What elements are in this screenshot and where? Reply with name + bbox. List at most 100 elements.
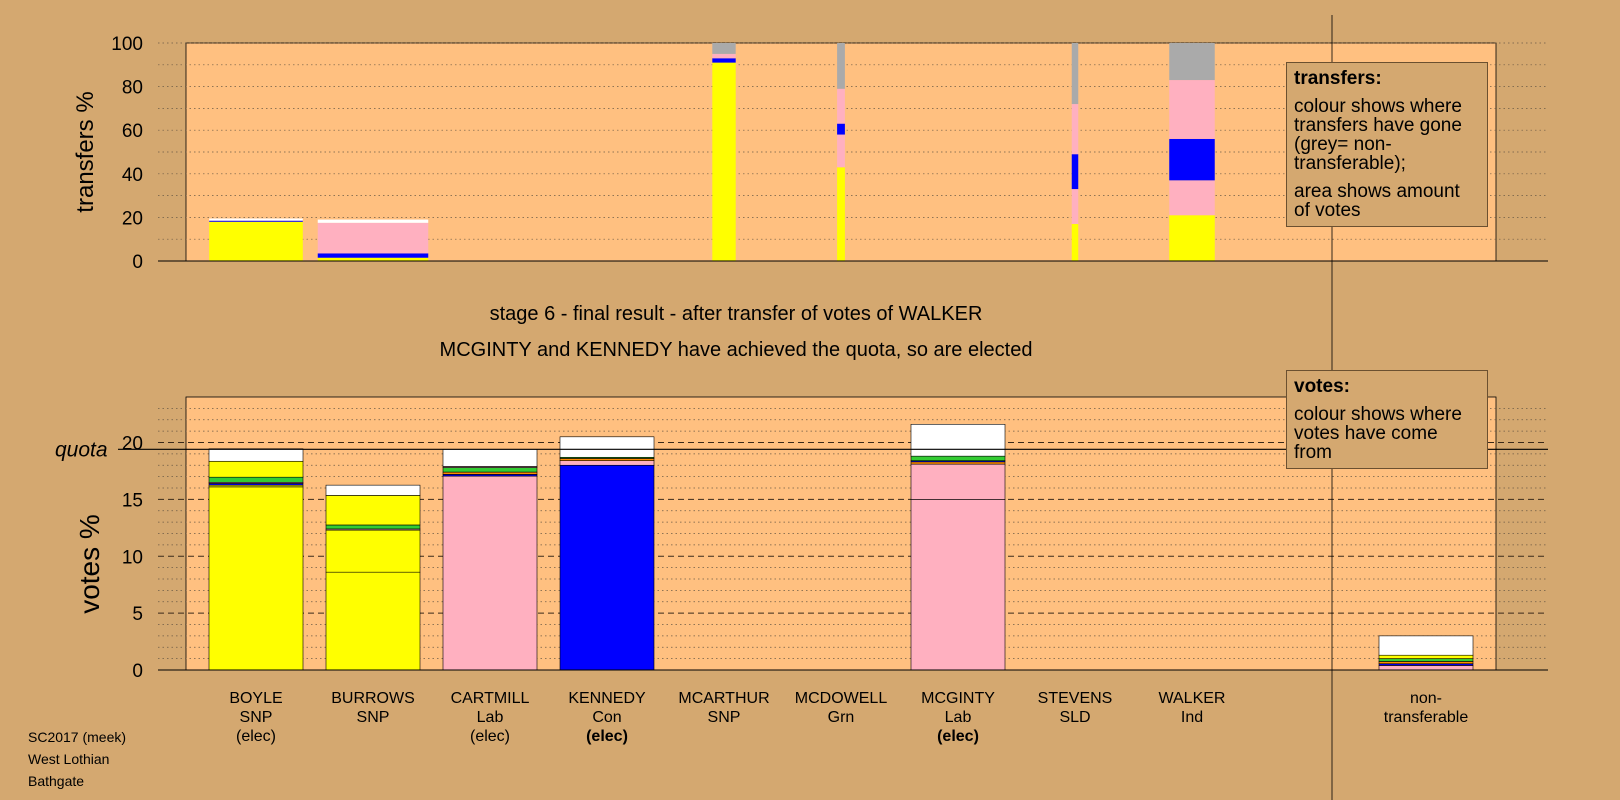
candidate-name-label: CARTMILL <box>451 690 530 707</box>
nontransferable-label-line1: non- <box>1410 690 1442 707</box>
transfer-segment <box>209 220 303 222</box>
transfer-segment <box>712 43 736 54</box>
transfer-segment <box>1071 154 1079 190</box>
transfer-segment <box>1071 189 1079 224</box>
vote-segment <box>1378 654 1474 659</box>
vote-segment <box>208 476 304 483</box>
vote-segment <box>559 458 655 461</box>
votes-y-tick-label: 5 <box>132 604 143 625</box>
transfers-legend-title: transfers: <box>1294 68 1382 89</box>
votes-legend-text: colour shows where votes have come from <box>1294 404 1462 463</box>
vote-segment <box>208 486 304 671</box>
votes-legend: votes: colour shows where votes have com… <box>1286 370 1488 469</box>
votes-y-tick-label: 20 <box>122 434 143 455</box>
vote-segment <box>208 460 304 478</box>
transfers-y-axis-label: transfers % <box>72 91 99 212</box>
nontransferable-label-line2: transferable <box>1384 709 1469 726</box>
candidate-status-label: (elec) <box>236 728 276 745</box>
candidate-name-label: MCGINTY <box>921 690 995 707</box>
transfer-segment <box>1071 104 1079 155</box>
candidate-party-label: SNP <box>357 709 390 726</box>
votes-y-tick-label: 0 <box>132 661 143 682</box>
candidate-name-label: BURROWS <box>331 690 415 707</box>
vote-segment <box>442 475 538 671</box>
vote-segment <box>325 484 421 496</box>
transfers-legend-text-1: colour shows where transfers have gone (… <box>1294 96 1462 174</box>
transfer-segment <box>317 257 429 261</box>
vote-segment <box>1378 665 1474 671</box>
candidate-party-label: SNP <box>708 709 741 726</box>
vote-segment <box>208 448 304 462</box>
vote-segment <box>325 524 421 530</box>
vote-segment <box>442 471 538 475</box>
stage-headline: stage 6 - final result - after transfer … <box>490 303 983 325</box>
votes-y-tick-label: 15 <box>122 490 143 511</box>
transfer-segment <box>209 221 303 261</box>
transfer-segment <box>1169 215 1215 261</box>
candidate-party-label: Ind <box>1181 709 1203 726</box>
vote-segment <box>1378 658 1474 662</box>
transfer-segment <box>712 53 736 59</box>
vote-segment <box>910 455 1006 461</box>
transfer-segment <box>837 123 845 135</box>
transfer-segment <box>837 88 845 124</box>
source-ward: Bathgate <box>28 773 85 789</box>
candidate-name-label: WALKER <box>1159 690 1226 707</box>
vote-segment <box>559 436 655 458</box>
transfer-segment <box>712 58 736 63</box>
transfers-y-tick-label: 40 <box>122 165 143 186</box>
transfers-y-tick-label: 20 <box>122 208 143 229</box>
vote-segment <box>325 571 421 671</box>
candidate-status-label: (elec) <box>937 728 979 745</box>
candidate-party-label: SLD <box>1059 709 1090 726</box>
source-council: West Lothian <box>28 751 110 767</box>
transfer-segment <box>837 43 845 89</box>
transfer-segment <box>1071 43 1079 105</box>
vote-segment <box>559 460 655 466</box>
transfer-segment <box>837 167 845 261</box>
transfer-segment <box>1169 80 1215 139</box>
votes-legend-title: votes: <box>1294 376 1350 397</box>
vote-segment <box>910 423 1006 457</box>
transfer-segment <box>1169 138 1215 181</box>
vote-segment <box>1378 635 1474 656</box>
candidate-party-label: SNP <box>240 709 273 726</box>
vote-segment <box>442 449 538 467</box>
candidate-party-label: Con <box>592 709 621 726</box>
votes-y-tick-label: 10 <box>122 547 143 568</box>
candidate-name-label: KENNEDY <box>568 690 646 707</box>
transfer-segment <box>837 134 845 168</box>
transfer-segment <box>317 219 429 223</box>
elected-headline: MCGINTY and KENNEDY have achieved the qu… <box>440 339 1033 361</box>
transfer-segment <box>1169 43 1215 81</box>
candidate-name-label: MCDOWELL <box>795 690 888 707</box>
quota-label: quota <box>55 438 108 461</box>
candidate-name-label: BOYLE <box>229 690 282 707</box>
transfers-y-tick-label: 80 <box>122 78 143 99</box>
candidate-party-label: Lab <box>945 709 972 726</box>
transfers-legend: transfers: colour shows where transfers … <box>1286 62 1488 227</box>
candidate-party-label: Grn <box>828 709 855 726</box>
vote-segment <box>559 464 655 671</box>
vote-segment <box>910 499 1006 671</box>
transfer-segment <box>712 62 736 262</box>
vote-segment <box>910 461 1006 465</box>
candidate-status-label: (elec) <box>470 728 510 745</box>
vote-segment <box>325 529 421 573</box>
candidate-status-label: (elec) <box>586 728 628 745</box>
transfer-segment <box>209 218 303 221</box>
transfer-segment <box>317 222 429 254</box>
transfer-segment <box>317 253 429 258</box>
vote-segment <box>325 495 421 526</box>
votes-y-axis-label: votes % <box>74 514 105 614</box>
transfer-segment <box>1071 223 1079 261</box>
transfer-segment <box>1169 180 1215 216</box>
vote-segment <box>910 463 1006 500</box>
candidate-party-label: Lab <box>477 709 504 726</box>
candidate-name-label: MCARTHUR <box>678 690 769 707</box>
vote-segment <box>1378 661 1474 665</box>
source-election: SC2017 (meek) <box>28 729 127 745</box>
vote-segment <box>442 467 538 473</box>
